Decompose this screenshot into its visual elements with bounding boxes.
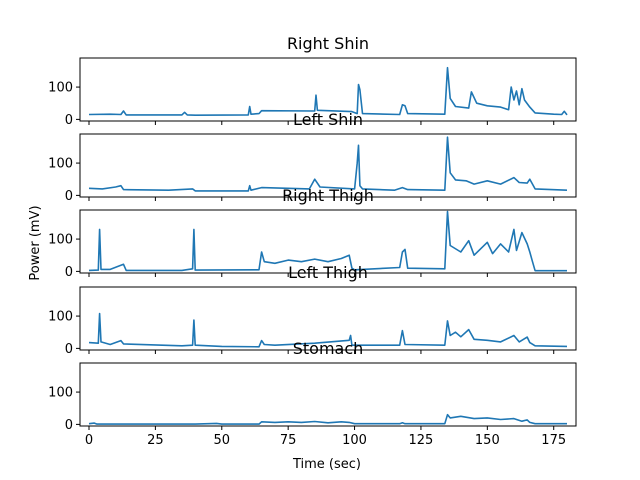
panel-title: Stomach (293, 339, 364, 358)
y-tick-label: 0 (65, 265, 73, 280)
x-axis-ticks: 0 25 50 75 100 125 150 175 (85, 433, 566, 448)
y-tick-label: 100 (48, 157, 73, 172)
x-axis-label: Time (sec) (292, 457, 361, 472)
chart-panels: 0 100 Right Shin 0 100 Left Shin 0 100 Right Thi… (48, 34, 577, 433)
y-tick-label: 100 (48, 386, 73, 401)
series-line (88, 210, 567, 272)
panel-title: Right Thigh (282, 186, 374, 205)
series-line (88, 312, 568, 348)
y-axis-label: Power (mV) (28, 205, 43, 280)
x-tick-label: 25 (147, 433, 164, 448)
y-tick-label: 0 (65, 342, 73, 357)
x-tick-label: 125 (409, 433, 434, 448)
y-tick-label: 0 (65, 189, 73, 204)
plot-frame (79, 362, 577, 427)
y-tick-label: 0 (65, 418, 73, 433)
panel-1: 0 100 Right Shin (48, 34, 577, 128)
plot-frame (79, 57, 577, 122)
x-tick-label: 150 (475, 433, 500, 448)
panel-5: 0 100 Stomach (48, 339, 577, 433)
x-tick-label: 100 (342, 433, 367, 448)
y-tick-label: 100 (48, 81, 73, 96)
series-line (88, 66, 568, 116)
panel-title: Left Thigh (288, 263, 368, 282)
panel-2: 0 100 Left Shin (48, 110, 577, 204)
x-tick-label: 75 (280, 433, 297, 448)
x-tick-label: 50 (214, 433, 231, 448)
plot-frame (79, 286, 577, 351)
plot-frame (79, 209, 577, 274)
panel-3: 0 100 Right Thigh (48, 186, 577, 280)
panel-title: Right Shin (287, 34, 369, 53)
x-tick-label: 175 (541, 433, 566, 448)
x-tick-label: 0 (85, 433, 93, 448)
plot-frame (79, 133, 577, 198)
series-line (88, 136, 568, 192)
panel-4: 0 100 Left Thigh (48, 263, 577, 357)
y-tick-label: 100 (48, 310, 73, 325)
y-tick-label: 100 (48, 233, 73, 248)
panel-title: Left Shin (293, 110, 363, 129)
y-tick-label: 0 (65, 113, 73, 128)
series-line (88, 413, 567, 425)
